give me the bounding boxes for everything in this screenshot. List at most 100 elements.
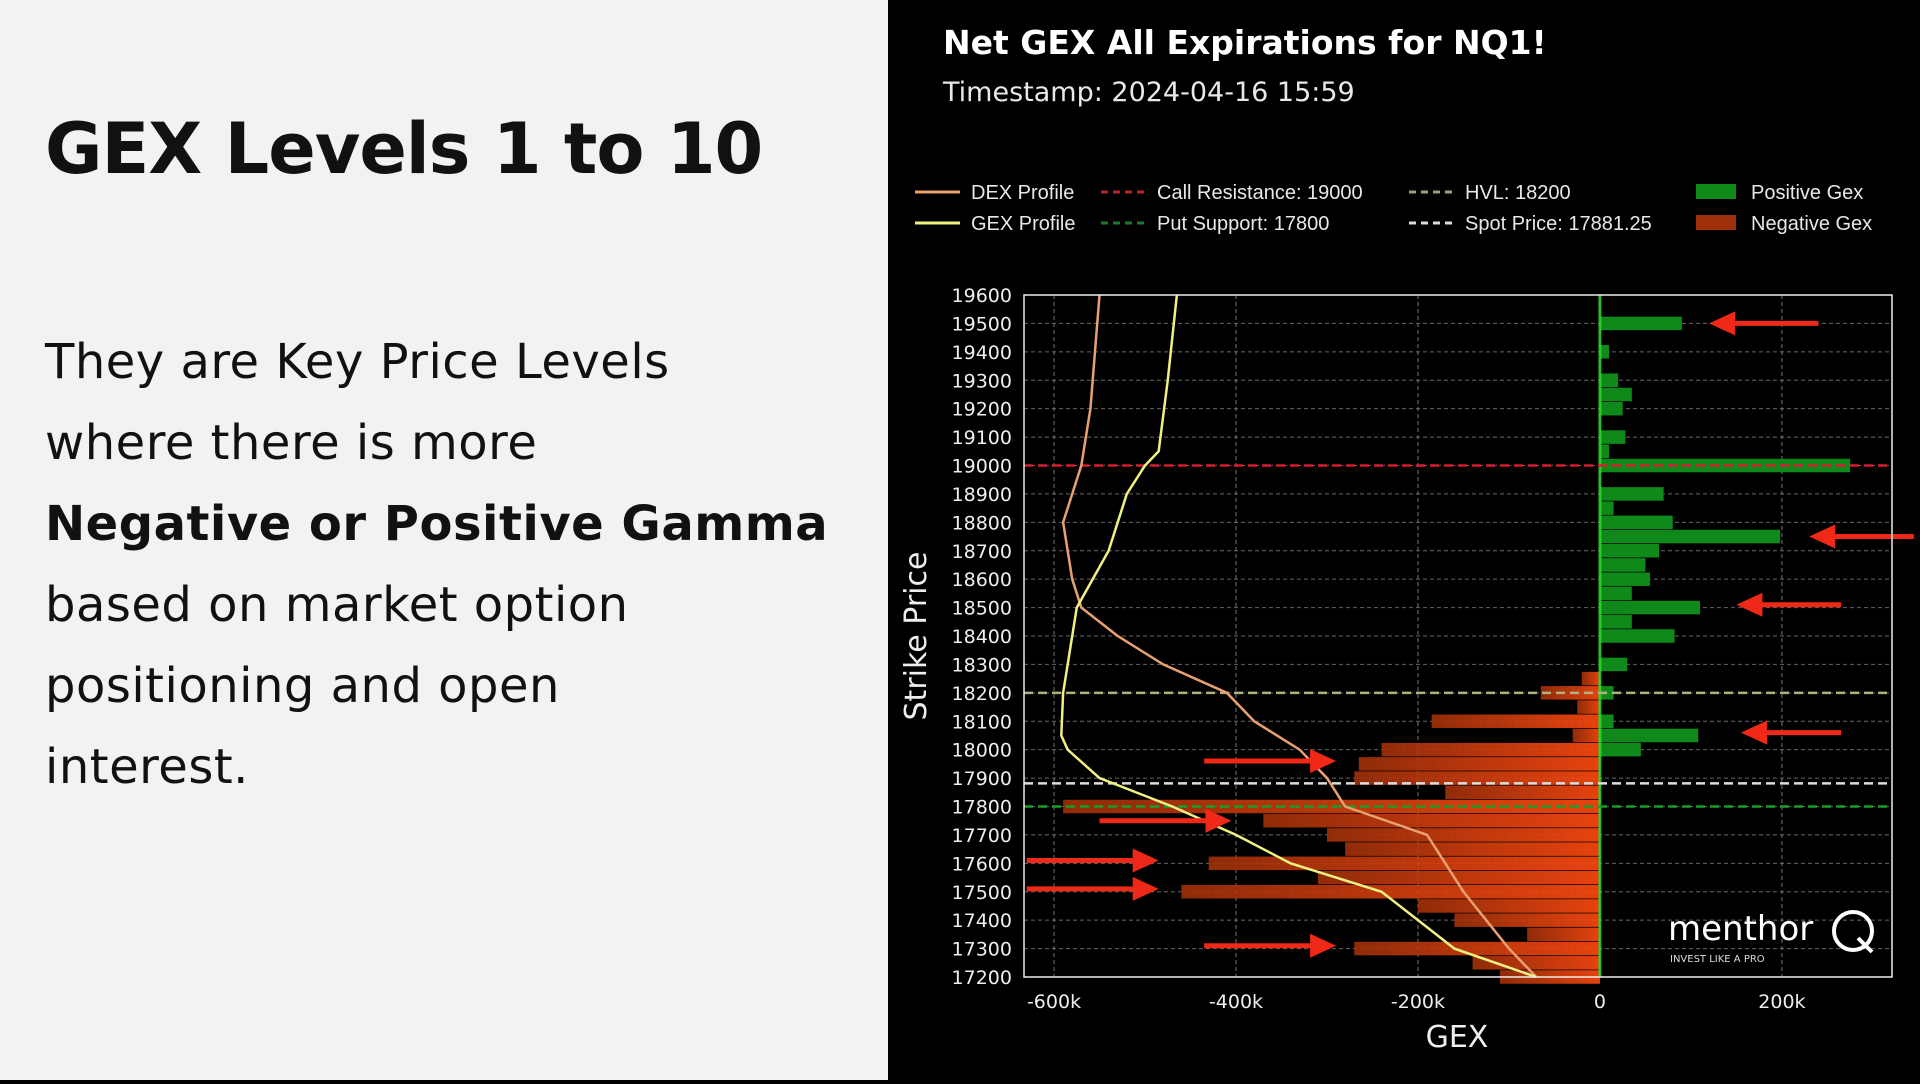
y-tick-label: 19200 [952,399,1012,421]
y-axis-label: Strike Price [899,552,934,721]
dex-profile-line [1061,294,1538,978]
chart-panel: Net GEX All Expirations for NQ1! Timesta… [888,0,1920,1080]
positive-gex-bar [1599,615,1632,629]
positive-gex-bar [1599,629,1675,643]
legend-label: GEX Profile [971,213,1075,235]
annotation-arrow-head [1132,876,1159,901]
positive-gex-bar [1599,444,1610,459]
x-axis-label: GEX [1426,1020,1489,1055]
slide-text-panel: GEX Levels 1 to 10 They are Key Price Le… [0,0,888,1080]
negative-gex-bar [1431,714,1600,728]
negative-gex-bar [1445,785,1600,800]
negative-gex-bar [1527,927,1600,942]
y-tick-label: 18300 [952,654,1012,676]
positive-gex-bar [1599,558,1646,572]
annotation-arrow-head [1310,749,1337,774]
legend-swatch [1696,215,1736,230]
y-tick-label: 19300 [952,370,1012,392]
negative-gex-bar [1317,870,1600,885]
body-line: positioning and open [45,658,560,714]
y-tick-label: 17400 [952,910,1012,932]
positive-gex-bar [1599,401,1623,416]
positive-gex-bar [1599,657,1628,672]
gex-chart: Net GEX All Expirations for NQ1! Timesta… [899,23,1914,1055]
legend-label: DEX Profile [971,182,1074,204]
negative-gex-bar [1326,828,1600,842]
legend: DEX Profile GEX Profile Call Resistance: 1… [915,182,1872,235]
annotation-arrow-head [1740,720,1767,745]
x-tick-label: -400k [1209,991,1263,1013]
y-tick-label: 18000 [952,740,1012,762]
y-tick-label: 18600 [952,569,1012,591]
annotation-arrow-head [1205,808,1232,833]
y-tick-label: 18500 [952,598,1012,620]
annotation-arrow-head [1132,848,1159,873]
body-line: They are Key Price Levels [45,334,670,390]
y-tick-label: 17500 [952,882,1012,904]
legend-label: Put Support: 17800 [1157,213,1329,235]
positive-gex-bar [1599,742,1641,757]
legend-label: Spot Price: 17881.25 [1465,213,1652,235]
logo-q-tail [1856,936,1874,954]
y-tick-label: 18700 [952,541,1012,563]
negative-gex-bar [1354,941,1600,956]
slide-body: They are Key Price Levels where there is… [45,322,875,808]
negative-gex-bar [1454,913,1600,927]
positive-gex-bar [1599,501,1614,515]
negative-gex-bar [1063,799,1600,814]
logo-tagline: INVEST LIKE A PRO [1670,954,1765,965]
negative-gex-bar [1417,899,1600,913]
positive-gex-bar [1599,572,1650,586]
y-tick-label: 17700 [952,825,1012,847]
negative-gex-bar [1345,842,1600,856]
negative-gex-bar [1572,728,1600,743]
positive-gex-bar [1599,345,1610,359]
slide-title: GEX Levels 1 to 10 [45,108,763,190]
body-line: interest. [45,739,249,795]
y-tick-label: 17200 [952,967,1012,989]
negative-gex-bar [1263,813,1600,828]
gex-profile-line [1060,294,1537,979]
plot-frame [1023,294,1893,978]
negative-gex-bar [1577,700,1600,714]
annotation-arrow-head [1310,933,1337,958]
positive-gex-bar [1599,373,1619,387]
positive-gex-bar [1599,316,1682,331]
negative-gex-bar [1381,742,1600,757]
y-tick-label: 19400 [952,342,1012,364]
y-tick-label: 18100 [952,711,1012,733]
positive-gex-bar [1599,515,1673,530]
negative-gex-bar [1208,856,1600,871]
y-tick-label: 19600 [952,285,1012,307]
legend-label: HVL: 18200 [1465,182,1571,204]
positive-gex-bar [1599,714,1614,728]
legend-label: Call Resistance: 19000 [1157,182,1363,204]
x-tick-label: -600k [1027,991,1081,1013]
body-line: based on market option [45,577,629,633]
y-tick-label: 18800 [952,512,1012,534]
positive-gex-bar [1599,430,1626,444]
menthorq-logo: menthor INVEST LIKE A PRO [1668,909,1874,965]
positive-gex-bar [1599,600,1701,615]
negative-gex-bar [1358,757,1600,771]
body-line: where there is more [45,415,538,471]
positive-gex-bar [1599,728,1699,743]
logo-q-icon [1832,910,1874,952]
plot-area: 19600 19500 19400 19300 19200 19100 19000 18900… [952,285,1914,1013]
annotation-arrow-head [1809,524,1836,549]
positive-gex-bar [1599,487,1664,501]
negative-gex-bar [1354,771,1600,785]
positive-gex-bar [1599,586,1632,601]
y-tick-label: 19500 [952,313,1012,335]
y-tick-label: 18900 [952,484,1012,506]
legend-label: Negative Gex [1751,213,1872,235]
y-tick-label: 18200 [952,683,1012,705]
chart-title: Net GEX All Expirations for NQ1! [943,23,1547,62]
positive-gex-bar [1599,529,1781,544]
x-tick-label: -200k [1391,991,1445,1013]
positive-gex-bar [1599,387,1632,402]
annotation-arrow-head [1709,311,1736,336]
chart-subtitle: Timestamp: 2024-04-16 15:59 [942,77,1355,108]
positive-gex-bar [1599,544,1660,558]
x-tick-label: 0 [1594,991,1606,1013]
